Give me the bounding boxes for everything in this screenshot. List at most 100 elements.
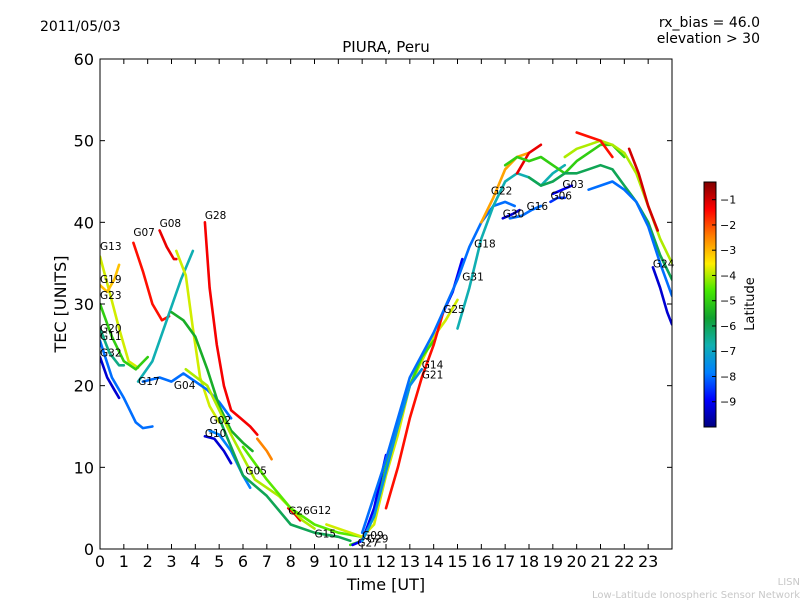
series-line-g23 <box>100 302 149 371</box>
satellite-label-g21: G21 <box>422 369 444 381</box>
satellite-label-g29: G29 <box>367 533 389 545</box>
series-layer <box>100 131 672 547</box>
satellite-label-g19: G19 <box>100 274 122 286</box>
x-tick-label: 10 <box>328 552 348 571</box>
satellite-label-g08: G08 <box>160 218 182 230</box>
x-tick-label: 21 <box>590 552 610 571</box>
x-tick-label: 0 <box>95 552 105 571</box>
series-line-g08b <box>175 249 221 424</box>
satellite-label-g18: G18 <box>474 239 496 251</box>
chart-title: PIURA, Peru <box>342 38 429 56</box>
x-tick-label: 4 <box>190 552 200 571</box>
satellite-label-g25: G25 <box>443 304 465 316</box>
series-line-gm6 <box>627 147 660 232</box>
series-line-g22b <box>515 143 543 175</box>
colorbar: −1 −2 −3 −4 −5 −6 −7 −8 −9 Latitude <box>703 181 758 428</box>
satellite-label-g32: G32 <box>100 347 122 359</box>
x-tick-label: 1 <box>119 552 129 571</box>
colorbar-tick-label: −8 <box>720 370 736 383</box>
x-tick-label: 22 <box>614 552 634 571</box>
series-line-g16 <box>508 204 543 220</box>
series-line-g28 <box>203 221 259 437</box>
rx-bias-label: rx_bias = 46.0 <box>659 15 760 31</box>
series-line-g11 <box>100 339 154 430</box>
x-axis-label: Time [UT] <box>346 575 425 594</box>
series-line-g31 <box>360 200 517 535</box>
y-tick-label: 20 <box>74 377 94 396</box>
series-line-g09 <box>325 298 459 539</box>
x-tick-label: 20 <box>566 552 586 571</box>
y-tick-label: 10 <box>74 458 94 477</box>
satellite-label-g13: G13 <box>100 241 122 253</box>
x-tick-label: 16 <box>471 552 491 571</box>
x-tick-label: 7 <box>262 552 272 571</box>
satellite-label-g10: G10 <box>205 428 227 440</box>
series-line-gm5 <box>575 131 614 159</box>
series-line-g08 <box>158 229 178 261</box>
credit-network: Low-Latitude Ionospheric Sensor Network <box>592 590 800 600</box>
x-tick-label: 9 <box>309 552 319 571</box>
series-line-g12 <box>184 367 316 530</box>
colorbar-tick-label: −2 <box>720 219 736 232</box>
x-tick-label: 12 <box>376 552 396 571</box>
series-line-g10 <box>203 434 233 465</box>
satellite-label-g24: G24 <box>653 258 675 270</box>
series-line-g05 <box>208 429 252 490</box>
series-line-g02 <box>170 310 254 453</box>
series-line-gz <box>241 445 364 539</box>
series-line-g32 <box>100 355 121 400</box>
x-tick-label: 2 <box>143 552 153 571</box>
series-line-g14 <box>384 310 445 510</box>
series-line-g22 <box>479 151 531 224</box>
series-line-g30 <box>501 208 521 220</box>
satellite-label-g27: G27 <box>357 538 379 550</box>
satellite-label-g04: G04 <box>174 380 196 392</box>
satellite-label-g23: G23 <box>100 290 122 302</box>
x-tick-label: 14 <box>423 552 443 571</box>
colorbar-tick-label: −9 <box>720 396 736 409</box>
series-line-g21 <box>360 367 424 543</box>
x-tick-label: 3 <box>166 552 176 571</box>
x-tick-label: 15 <box>447 552 467 571</box>
series-line-g24 <box>651 265 672 326</box>
x-tick-label: 23 <box>638 552 658 571</box>
satellite-label-g05: G05 <box>245 466 267 478</box>
series-line-g06 <box>549 196 567 204</box>
x-tick-label: 5 <box>214 552 224 571</box>
credit-lisn: LISN <box>778 577 800 588</box>
y-tick-label: 30 <box>74 295 94 314</box>
satellite-label-g17: G17 <box>138 376 160 388</box>
x-tick-label: 13 <box>400 552 420 571</box>
colorbar-ticks: −1 −2 −3 −4 −5 −6 −7 −8 −9 <box>712 194 736 409</box>
colorbar-tick-label: −5 <box>720 295 736 308</box>
satellite-label-g26: G26 <box>288 506 310 518</box>
colorbar-tick-label: −7 <box>720 345 736 358</box>
colorbar-tick-label: −1 <box>720 194 736 207</box>
axes: 0 1 2 3 4 5 6 7 8 9 10 11 12 13 14 15 16 17 18 19 20 21 22 2301… <box>74 50 672 571</box>
series-line-g03 <box>551 184 574 196</box>
satellite-label-g06: G06 <box>550 190 572 202</box>
satellite-label-g22: G22 <box>491 186 513 198</box>
satellite-label-g16: G16 <box>527 201 549 213</box>
satellite-label-g02: G02 <box>210 415 232 427</box>
y-tick-label: 0 <box>84 540 94 559</box>
series-line-g19 <box>100 263 121 294</box>
x-tick-label: 11 <box>352 552 372 571</box>
satellite-label-g30: G30 <box>503 208 525 220</box>
satellite-label-g20: G20 <box>100 323 122 335</box>
colorbar-tick-label: −6 <box>720 320 736 333</box>
colorbar-label: Latitude <box>743 277 758 331</box>
elevation-label: elevation > 30 <box>657 31 760 47</box>
satellite-label-g15: G15 <box>315 529 337 541</box>
colorbar-tick-label: −4 <box>720 269 736 282</box>
colorbar-tick-label: −3 <box>720 244 736 257</box>
x-tick-label: 19 <box>543 552 563 571</box>
series-line-gm4 <box>587 180 672 298</box>
satellite-label-g14: G14 <box>422 360 444 372</box>
x-tick-label: 18 <box>519 552 539 571</box>
series-line-g20 <box>100 327 126 367</box>
satellite-label-g03: G03 <box>562 179 584 191</box>
colorbar-fill <box>703 181 717 428</box>
